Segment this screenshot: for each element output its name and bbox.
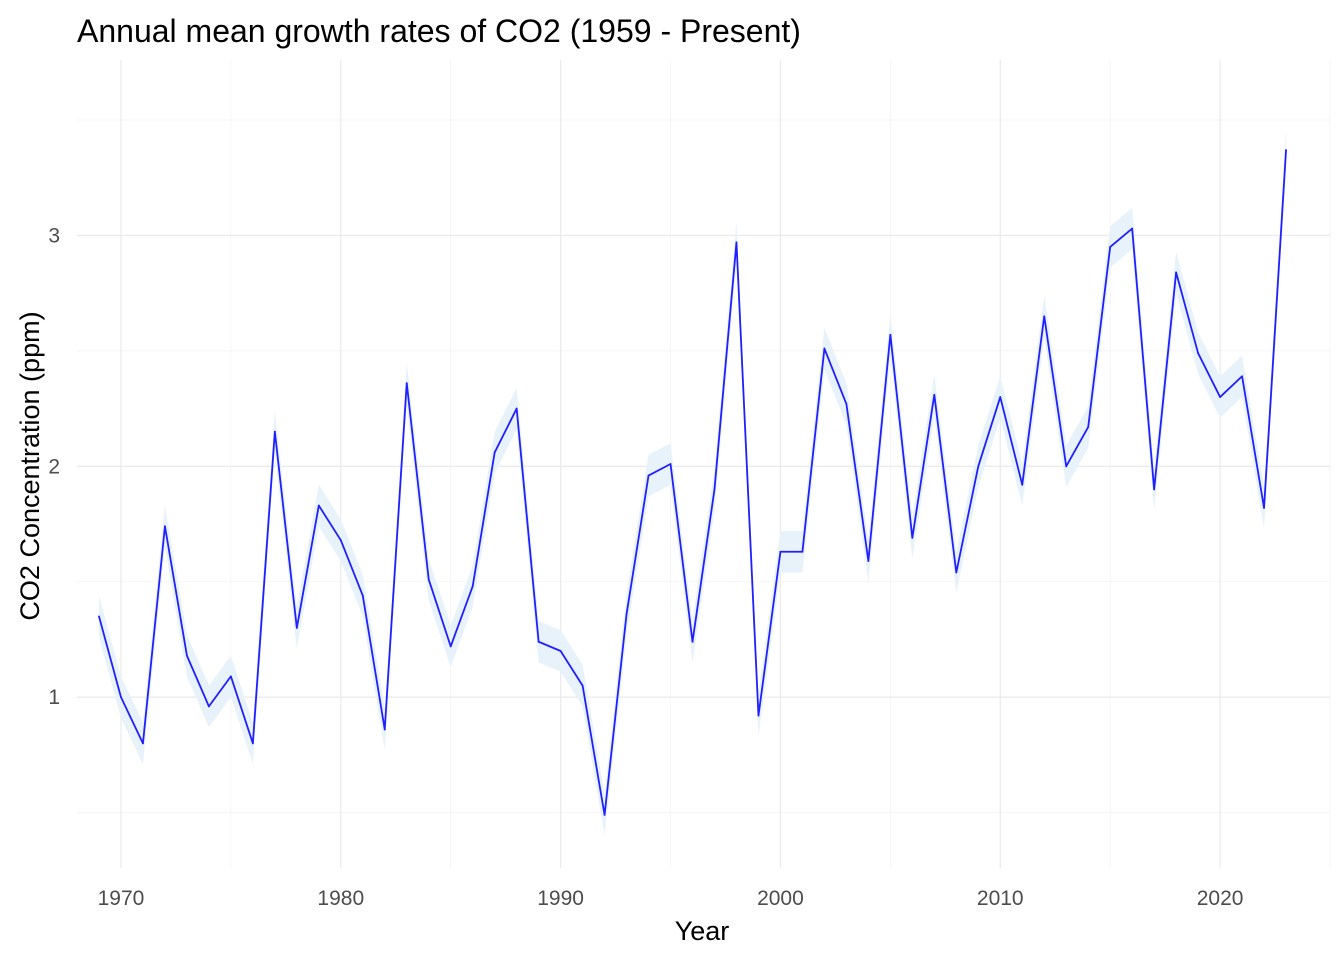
- data-point: [1065, 465, 1068, 468]
- data-point: [801, 550, 804, 553]
- data-point: [229, 675, 232, 678]
- data-point: [911, 536, 914, 539]
- x-axis-label: Year: [675, 916, 730, 946]
- data-point: [735, 241, 738, 244]
- data-point: [977, 465, 980, 468]
- x-tick-label: 1980: [317, 887, 364, 910]
- data-point: [471, 585, 474, 588]
- data-point: [1241, 375, 1243, 378]
- data-point: [713, 488, 716, 491]
- data-point: [647, 474, 650, 477]
- major-gridlines: [77, 60, 1330, 868]
- y-tick-label: 2: [48, 455, 60, 478]
- data-point: [164, 525, 166, 528]
- data-point: [823, 347, 826, 350]
- data-point: [1109, 246, 1112, 248]
- series-layer: [98, 129, 1287, 836]
- data-point: [603, 814, 606, 816]
- data-point: [493, 451, 496, 454]
- data-point: [1197, 352, 1200, 355]
- data-point: [295, 627, 298, 629]
- data-point: [757, 714, 760, 717]
- data-point: [427, 578, 430, 581]
- data-point: [691, 640, 694, 643]
- data-point: [515, 407, 518, 410]
- x-tick-label: 2000: [757, 887, 804, 910]
- data-point: [1087, 426, 1090, 428]
- data-point: [1219, 396, 1221, 398]
- data-point: [186, 654, 188, 657]
- y-tick-label: 3: [48, 224, 60, 247]
- data-point: [845, 403, 848, 405]
- chart-title: Annual mean growth rates of CO2 (1959 - …: [77, 13, 801, 49]
- data-point: [1043, 315, 1046, 318]
- data-point: [559, 650, 562, 652]
- data-point: [669, 463, 672, 465]
- y-tick-label: 1: [48, 686, 60, 709]
- data-point: [207, 705, 210, 708]
- data-point: [933, 393, 936, 396]
- data-point: [581, 684, 584, 687]
- x-tick-label: 1990: [537, 887, 584, 910]
- data-point: [1175, 271, 1178, 274]
- y-axis-label: CO2 Concentration (ppm): [15, 311, 45, 620]
- data-point: [1153, 488, 1156, 491]
- data-point: [383, 728, 386, 731]
- data-point: [251, 742, 254, 745]
- data-point: [449, 645, 452, 648]
- x-tick-label: 2010: [977, 887, 1024, 910]
- data-point: [625, 613, 628, 615]
- tick-labels: 1970 1980 1990 2000 2010 2020 1 2 3: [48, 224, 1243, 910]
- data-point: [1021, 483, 1024, 486]
- data-point: [98, 615, 100, 618]
- data-point: [867, 560, 870, 562]
- data-point: [361, 594, 364, 597]
- data-point: [317, 504, 320, 507]
- minor-gridlines: [77, 60, 1331, 868]
- data-point: [1263, 506, 1265, 509]
- x-tick-label: 1970: [98, 887, 145, 910]
- data-point: [779, 550, 782, 553]
- data-point: [1285, 149, 1287, 151]
- data-point: [537, 640, 540, 643]
- data-point: [1131, 227, 1134, 230]
- data-point: [999, 396, 1002, 398]
- data-point: [142, 742, 144, 745]
- data-point: [889, 333, 892, 336]
- x-tick-label: 2020: [1197, 887, 1244, 910]
- data-point: [120, 696, 122, 699]
- data-point: [955, 571, 958, 574]
- data-point: [405, 382, 408, 385]
- data-point: [273, 430, 276, 433]
- data-point: [339, 539, 342, 542]
